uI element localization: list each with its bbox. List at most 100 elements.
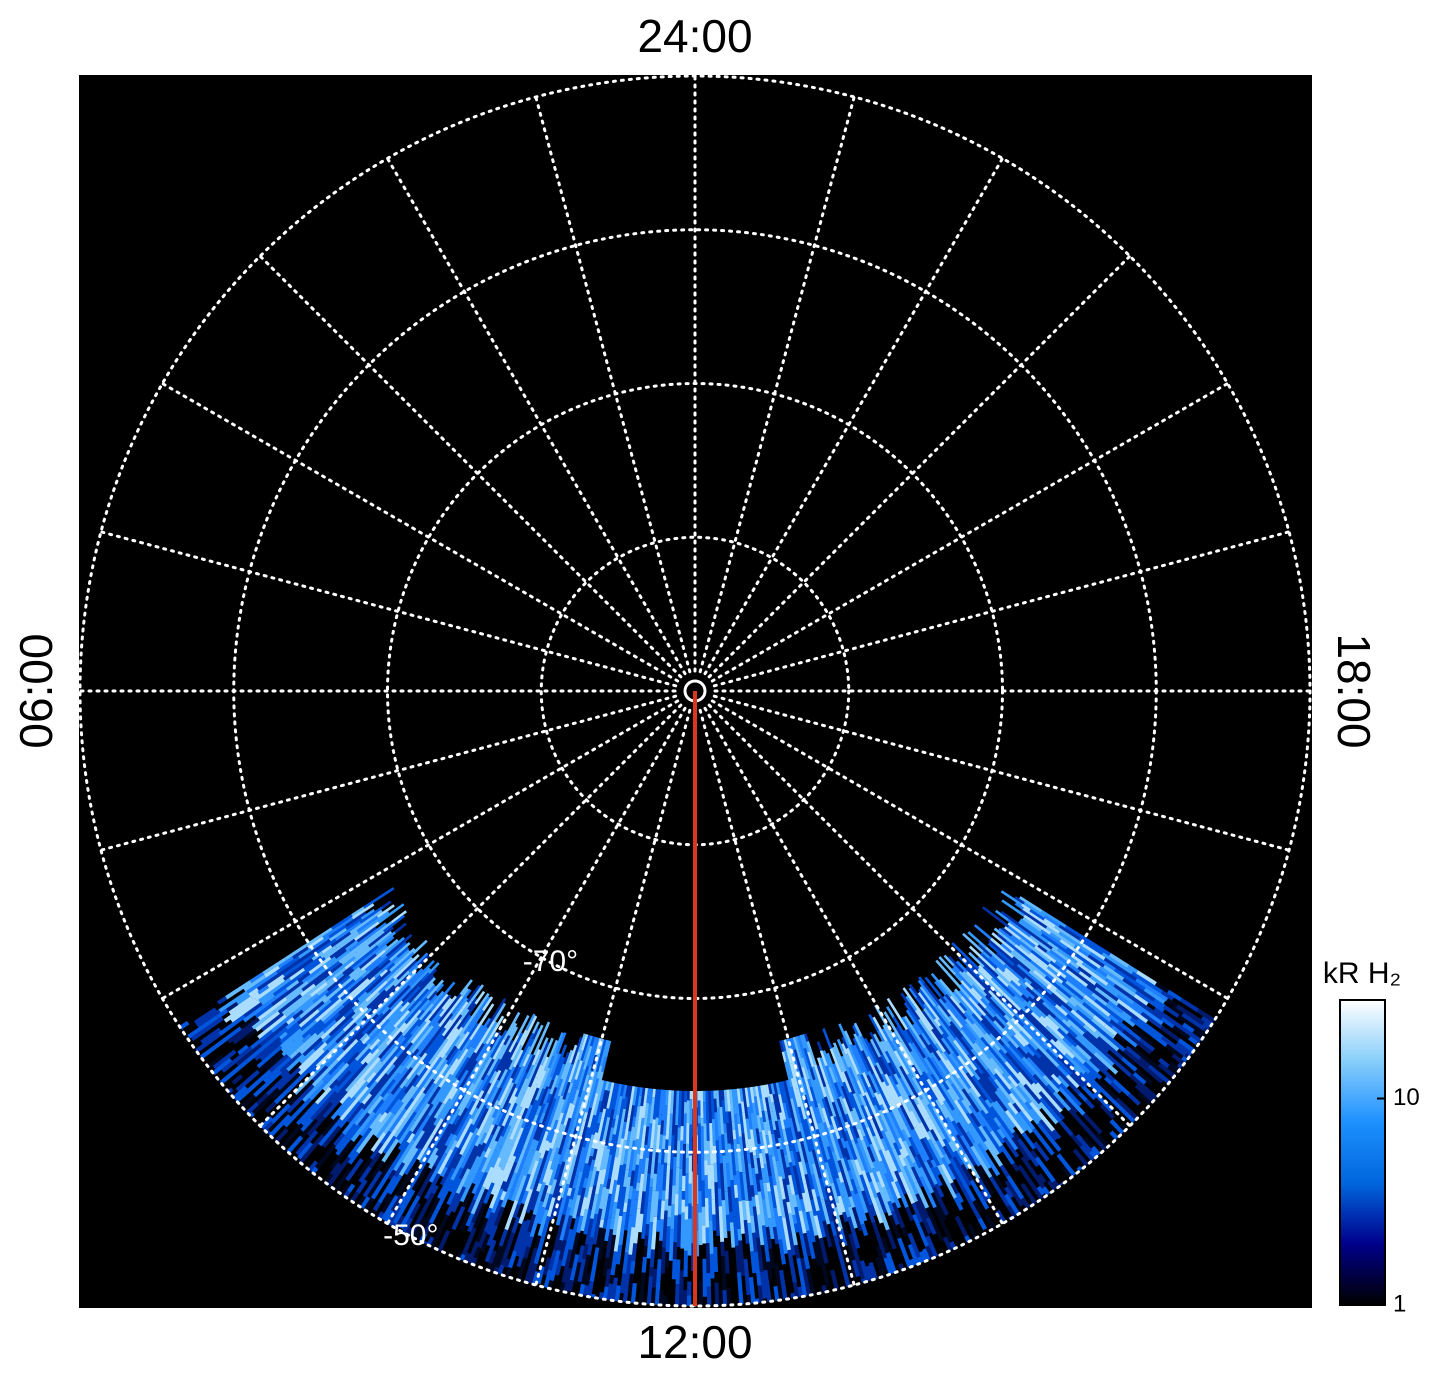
- emission-cell: [939, 995, 947, 1004]
- emission-cell: [901, 1041, 924, 1076]
- emission-cell: [767, 1083, 773, 1095]
- emission-cell: [534, 1176, 541, 1187]
- emission-cell: [1105, 1003, 1136, 1028]
- emission-cell: [932, 1101, 948, 1124]
- emission-cell: [421, 1197, 441, 1230]
- emission-cell: [295, 1079, 315, 1099]
- emission-cell: [951, 1120, 964, 1137]
- emission-cell: [1051, 1129, 1062, 1140]
- emission-cell: [610, 1277, 619, 1302]
- emission-cell: [1007, 984, 1025, 1003]
- emission-cell: [971, 1012, 992, 1036]
- emission-cell: [677, 1127, 681, 1141]
- emission-cell: [847, 1169, 854, 1180]
- emission-cell: [629, 1260, 636, 1274]
- emission-cell: [378, 977, 395, 994]
- emission-cell: [726, 1287, 732, 1306]
- emission-cell: [684, 1206, 689, 1220]
- emission-cell: [829, 1048, 846, 1083]
- emission-cell: [539, 1086, 550, 1107]
- emission-cell: [984, 1006, 996, 1018]
- emission-cell: [1054, 1003, 1069, 1017]
- emission-cell: [1041, 933, 1074, 957]
- emission-cell: [474, 990, 486, 1005]
- emission-cell: [998, 927, 1021, 947]
- emission-cell: [891, 1202, 906, 1229]
- emission-cell: [1033, 1022, 1044, 1033]
- emission-cell: [1066, 1018, 1085, 1036]
- emission-cell: [1014, 943, 1038, 964]
- emission-cell: [809, 1210, 819, 1236]
- emission-cell: [525, 1083, 539, 1110]
- emission-cell: [337, 1011, 356, 1029]
- emission-cell: [1045, 926, 1076, 948]
- emission-cell: [569, 1254, 580, 1281]
- emission-cell: [881, 1073, 890, 1087]
- emission-cell: [596, 1147, 605, 1172]
- emission-cell: [697, 1115, 701, 1124]
- emission-cell: [486, 997, 507, 1029]
- emission-cell: [594, 1169, 604, 1195]
- emission-cell: [298, 1133, 325, 1164]
- emission-cell: [622, 1084, 628, 1100]
- emission-cell: [467, 1221, 475, 1233]
- emission-cell: [365, 922, 387, 940]
- emission-cell: [1032, 1128, 1055, 1156]
- emission-cell: [500, 1190, 511, 1208]
- emission-cell: [712, 1214, 717, 1231]
- emission-cell: [328, 924, 348, 939]
- emission-cell: [876, 1170, 886, 1188]
- emission-cell: [303, 955, 323, 971]
- emission-cell: [993, 1015, 1006, 1029]
- emission-cell: [436, 1075, 455, 1103]
- emission-cell: [288, 1095, 299, 1107]
- emission-cell: [454, 1108, 472, 1137]
- emission-cell: [868, 1013, 880, 1032]
- emission-cell: [1019, 937, 1052, 964]
- emission-cell: [575, 1146, 586, 1177]
- emission-cell: [437, 993, 462, 1024]
- emission-cell: [435, 1123, 456, 1157]
- emission-cell: [508, 1034, 520, 1053]
- emission-cell: [1037, 944, 1048, 953]
- emission-cell: [665, 1089, 670, 1106]
- emission-cell: [463, 1026, 471, 1035]
- emission-cell: [360, 969, 371, 979]
- emission-cell: [1150, 1032, 1168, 1048]
- emission-cell: [446, 1019, 463, 1041]
- emission-cell: [403, 1167, 416, 1184]
- emission-cell: [634, 1190, 640, 1200]
- emission-cell: [1024, 1044, 1036, 1057]
- emission-cell: [383, 914, 406, 933]
- emission-cell: [1018, 920, 1049, 944]
- emission-cell: [1007, 922, 1040, 947]
- colorbar: [1339, 999, 1386, 1306]
- emission-cell: [456, 1052, 477, 1082]
- emission-cell: [599, 1186, 607, 1210]
- emission-cell: [1082, 1032, 1112, 1059]
- emission-cell: [288, 1061, 303, 1075]
- emission-cell: [599, 1039, 609, 1067]
- emission-cell: [772, 1226, 780, 1245]
- emission-cell: [995, 952, 1026, 980]
- emission-cell: [722, 1155, 729, 1192]
- emission-cell: [920, 1032, 931, 1046]
- emission-cell: [1045, 1048, 1073, 1076]
- emission-cell: [1094, 1077, 1104, 1087]
- emission-cell: [829, 1124, 844, 1159]
- emission-cell: [1084, 1126, 1108, 1152]
- emission-cell: [933, 1206, 950, 1236]
- emission-cell: [297, 1000, 325, 1025]
- emission-cell: [538, 1181, 547, 1197]
- emission-cell: [1055, 988, 1078, 1008]
- emission-cell: [320, 945, 337, 959]
- emission-cell: [465, 1213, 475, 1227]
- emission-cell: [809, 1068, 816, 1081]
- emission-cell: [718, 1206, 725, 1242]
- meridian: [698, 708, 856, 1287]
- emission-cell: [384, 1052, 409, 1082]
- meridian: [710, 699, 1230, 1000]
- emission-cell: [935, 1049, 955, 1076]
- emission-cell: [724, 1250, 730, 1274]
- emission-cell: [992, 1046, 1008, 1064]
